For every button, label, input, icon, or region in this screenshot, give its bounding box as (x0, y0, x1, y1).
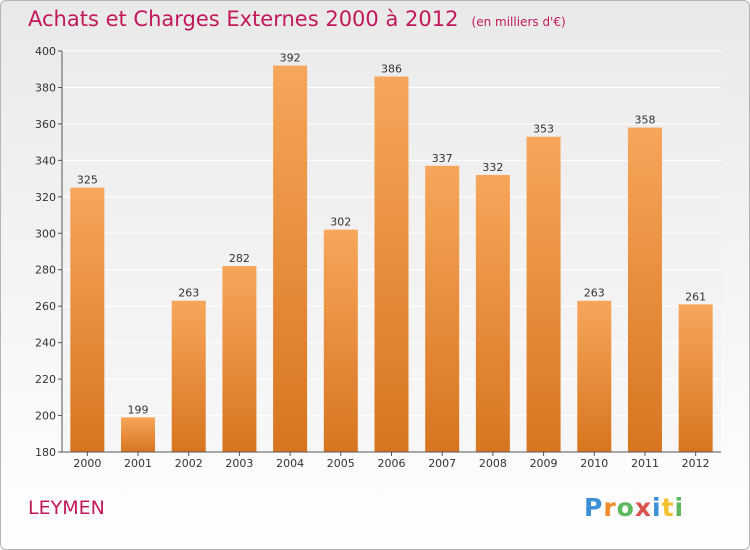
data-label: 261 (685, 290, 706, 303)
logo-letter: r (603, 493, 617, 522)
x-tick-label: 2002 (175, 457, 203, 470)
y-tick-label: 300 (35, 227, 56, 240)
bar (273, 65, 308, 452)
bar (425, 165, 460, 452)
data-label: 263 (584, 287, 605, 300)
y-tick-label: 260 (35, 300, 56, 313)
chart-unit: (en milliers d'€) (471, 15, 566, 29)
bar (374, 76, 409, 452)
data-label: 325 (77, 174, 98, 187)
logo-letter: P (584, 493, 604, 522)
bar (121, 417, 156, 452)
logo-letter: o (616, 493, 635, 522)
x-tick-label: 2007 (428, 457, 456, 470)
x-tick-label: 2005 (327, 457, 355, 470)
proxiti-logo[interactable]: Proxiti (584, 493, 684, 522)
x-tick-label: 2012 (682, 457, 710, 470)
x-tick-label: 2000 (73, 457, 101, 470)
y-tick-label: 340 (35, 154, 56, 167)
title-row: Achats et Charges Externes 2000 à 2012 (… (28, 7, 566, 31)
data-label: 386 (381, 63, 402, 76)
commune-name: LEYMEN (28, 497, 105, 519)
data-label: 199 (128, 403, 149, 416)
data-label: 332 (482, 161, 503, 174)
data-label: 337 (432, 152, 453, 165)
y-tick-label: 400 (35, 45, 56, 58)
data-label: 358 (634, 114, 655, 127)
bar (323, 229, 358, 452)
bar (627, 127, 662, 453)
bar (577, 300, 612, 452)
y-tick-label: 360 (35, 118, 56, 131)
x-tick-label: 2003 (225, 457, 253, 470)
x-tick-label: 2004 (276, 457, 304, 470)
y-tick-label: 320 (35, 191, 56, 204)
logo-letter: t (661, 493, 675, 522)
y-tick-label: 240 (35, 337, 56, 350)
bar (171, 300, 206, 452)
data-label: 282 (229, 252, 250, 265)
data-label: 302 (330, 216, 351, 229)
x-tick-label: 2011 (631, 457, 659, 470)
data-label: 353 (533, 123, 554, 136)
y-tick-label: 280 (35, 264, 56, 277)
bar (678, 304, 713, 452)
bar (475, 174, 510, 453)
logo-letter: x (634, 493, 652, 522)
x-tick-label: 2006 (378, 457, 406, 470)
x-tick-label: 2001 (124, 457, 152, 470)
bar (526, 136, 561, 452)
x-tick-label: 2010 (580, 457, 608, 470)
chart-title: Achats et Charges Externes 2000 à 2012 (28, 7, 459, 31)
data-label: 392 (280, 52, 301, 65)
bar (222, 266, 257, 452)
data-label: 263 (178, 287, 199, 300)
logo-letter: i (652, 493, 662, 522)
y-tick-label: 220 (35, 373, 56, 386)
bar (70, 187, 105, 453)
x-tick-label: 2008 (479, 457, 507, 470)
x-tick-label: 2009 (530, 457, 558, 470)
y-tick-label: 180 (35, 446, 56, 459)
logo-letter: i (674, 493, 685, 522)
y-tick-label: 200 (35, 410, 56, 423)
y-tick-label: 380 (35, 81, 56, 94)
